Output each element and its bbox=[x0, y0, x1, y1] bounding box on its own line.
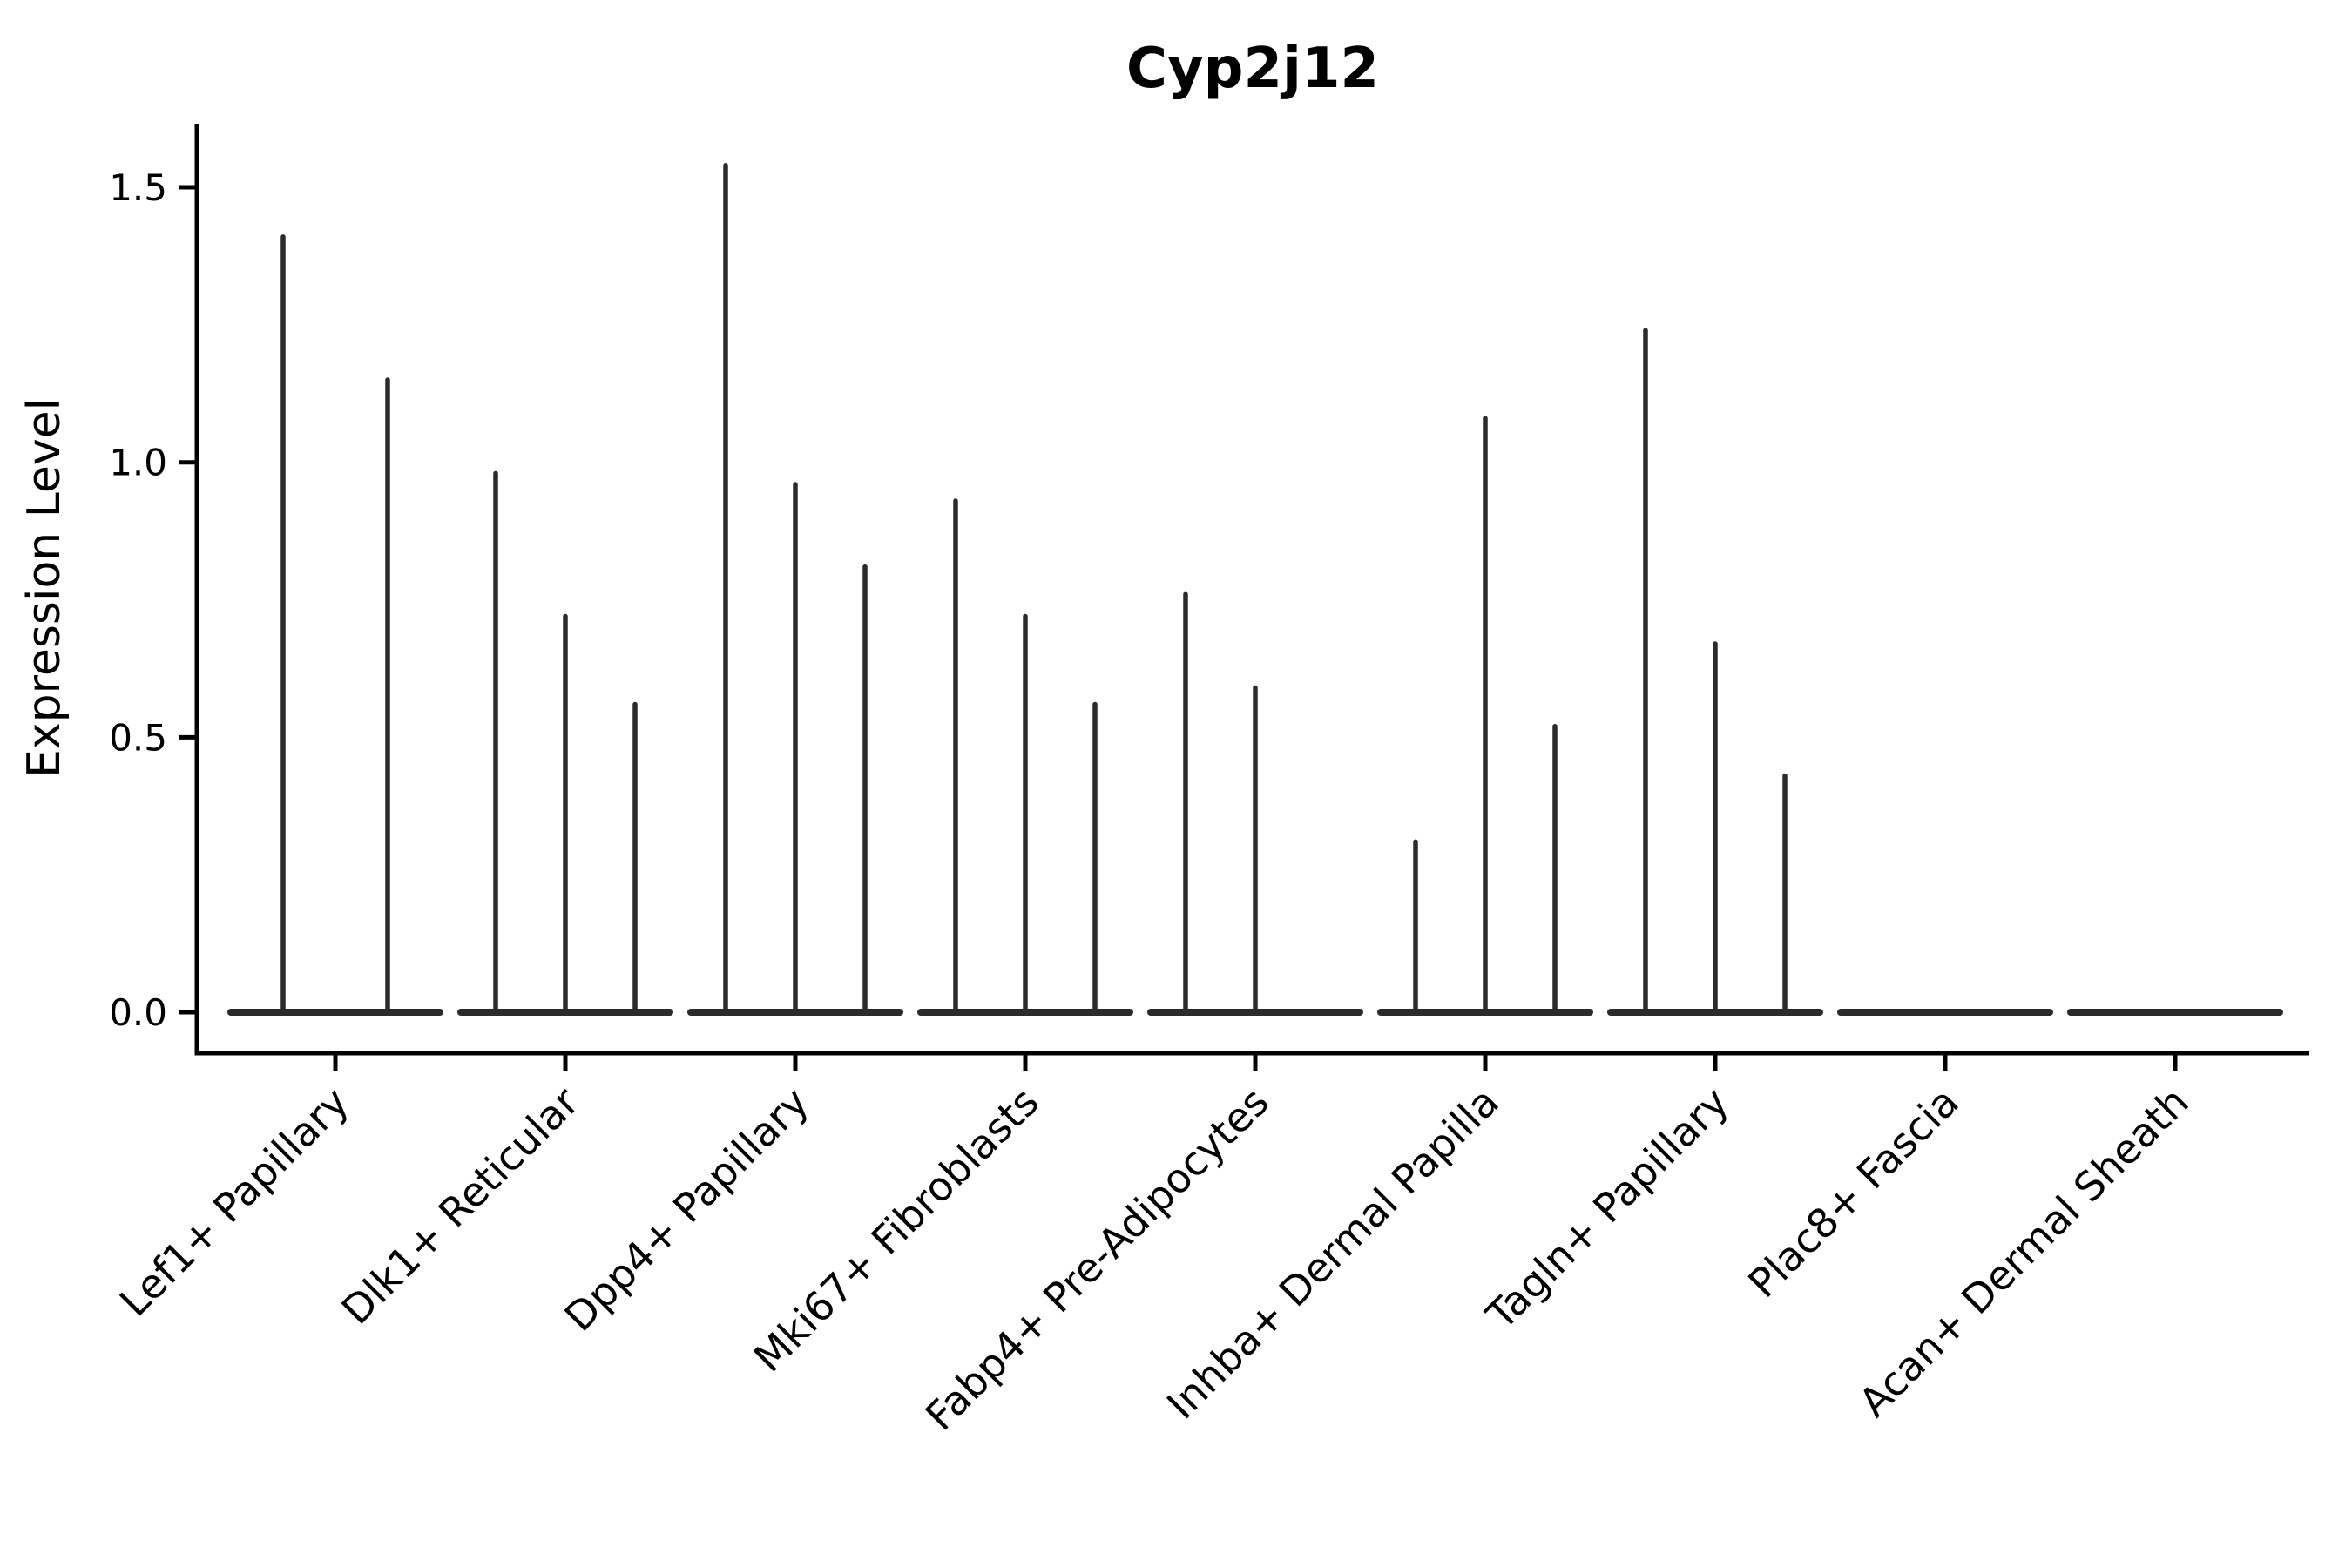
x-category-label: Lef1+ Papillary bbox=[111, 1078, 358, 1326]
y-tick-label: 0.0 bbox=[109, 991, 167, 1034]
x-category-label: Tagln+ Papillary bbox=[1477, 1078, 1738, 1340]
x-category-label: Dlk1+ Reticular bbox=[333, 1078, 588, 1334]
x-category-label: Dpp4+ Papillary bbox=[556, 1078, 818, 1341]
chart-title: Cyp2j12 bbox=[1126, 37, 1379, 101]
y-tick-label: 0.5 bbox=[109, 716, 167, 759]
y-tick-label: 1.5 bbox=[109, 166, 167, 209]
y-axis-label: Expression Level bbox=[18, 398, 71, 778]
x-category-label: Plac8+ Fascia bbox=[1739, 1078, 1967, 1307]
violin-marks-layer bbox=[227, 163, 2283, 1016]
y-tick-label: 1.0 bbox=[109, 442, 167, 484]
